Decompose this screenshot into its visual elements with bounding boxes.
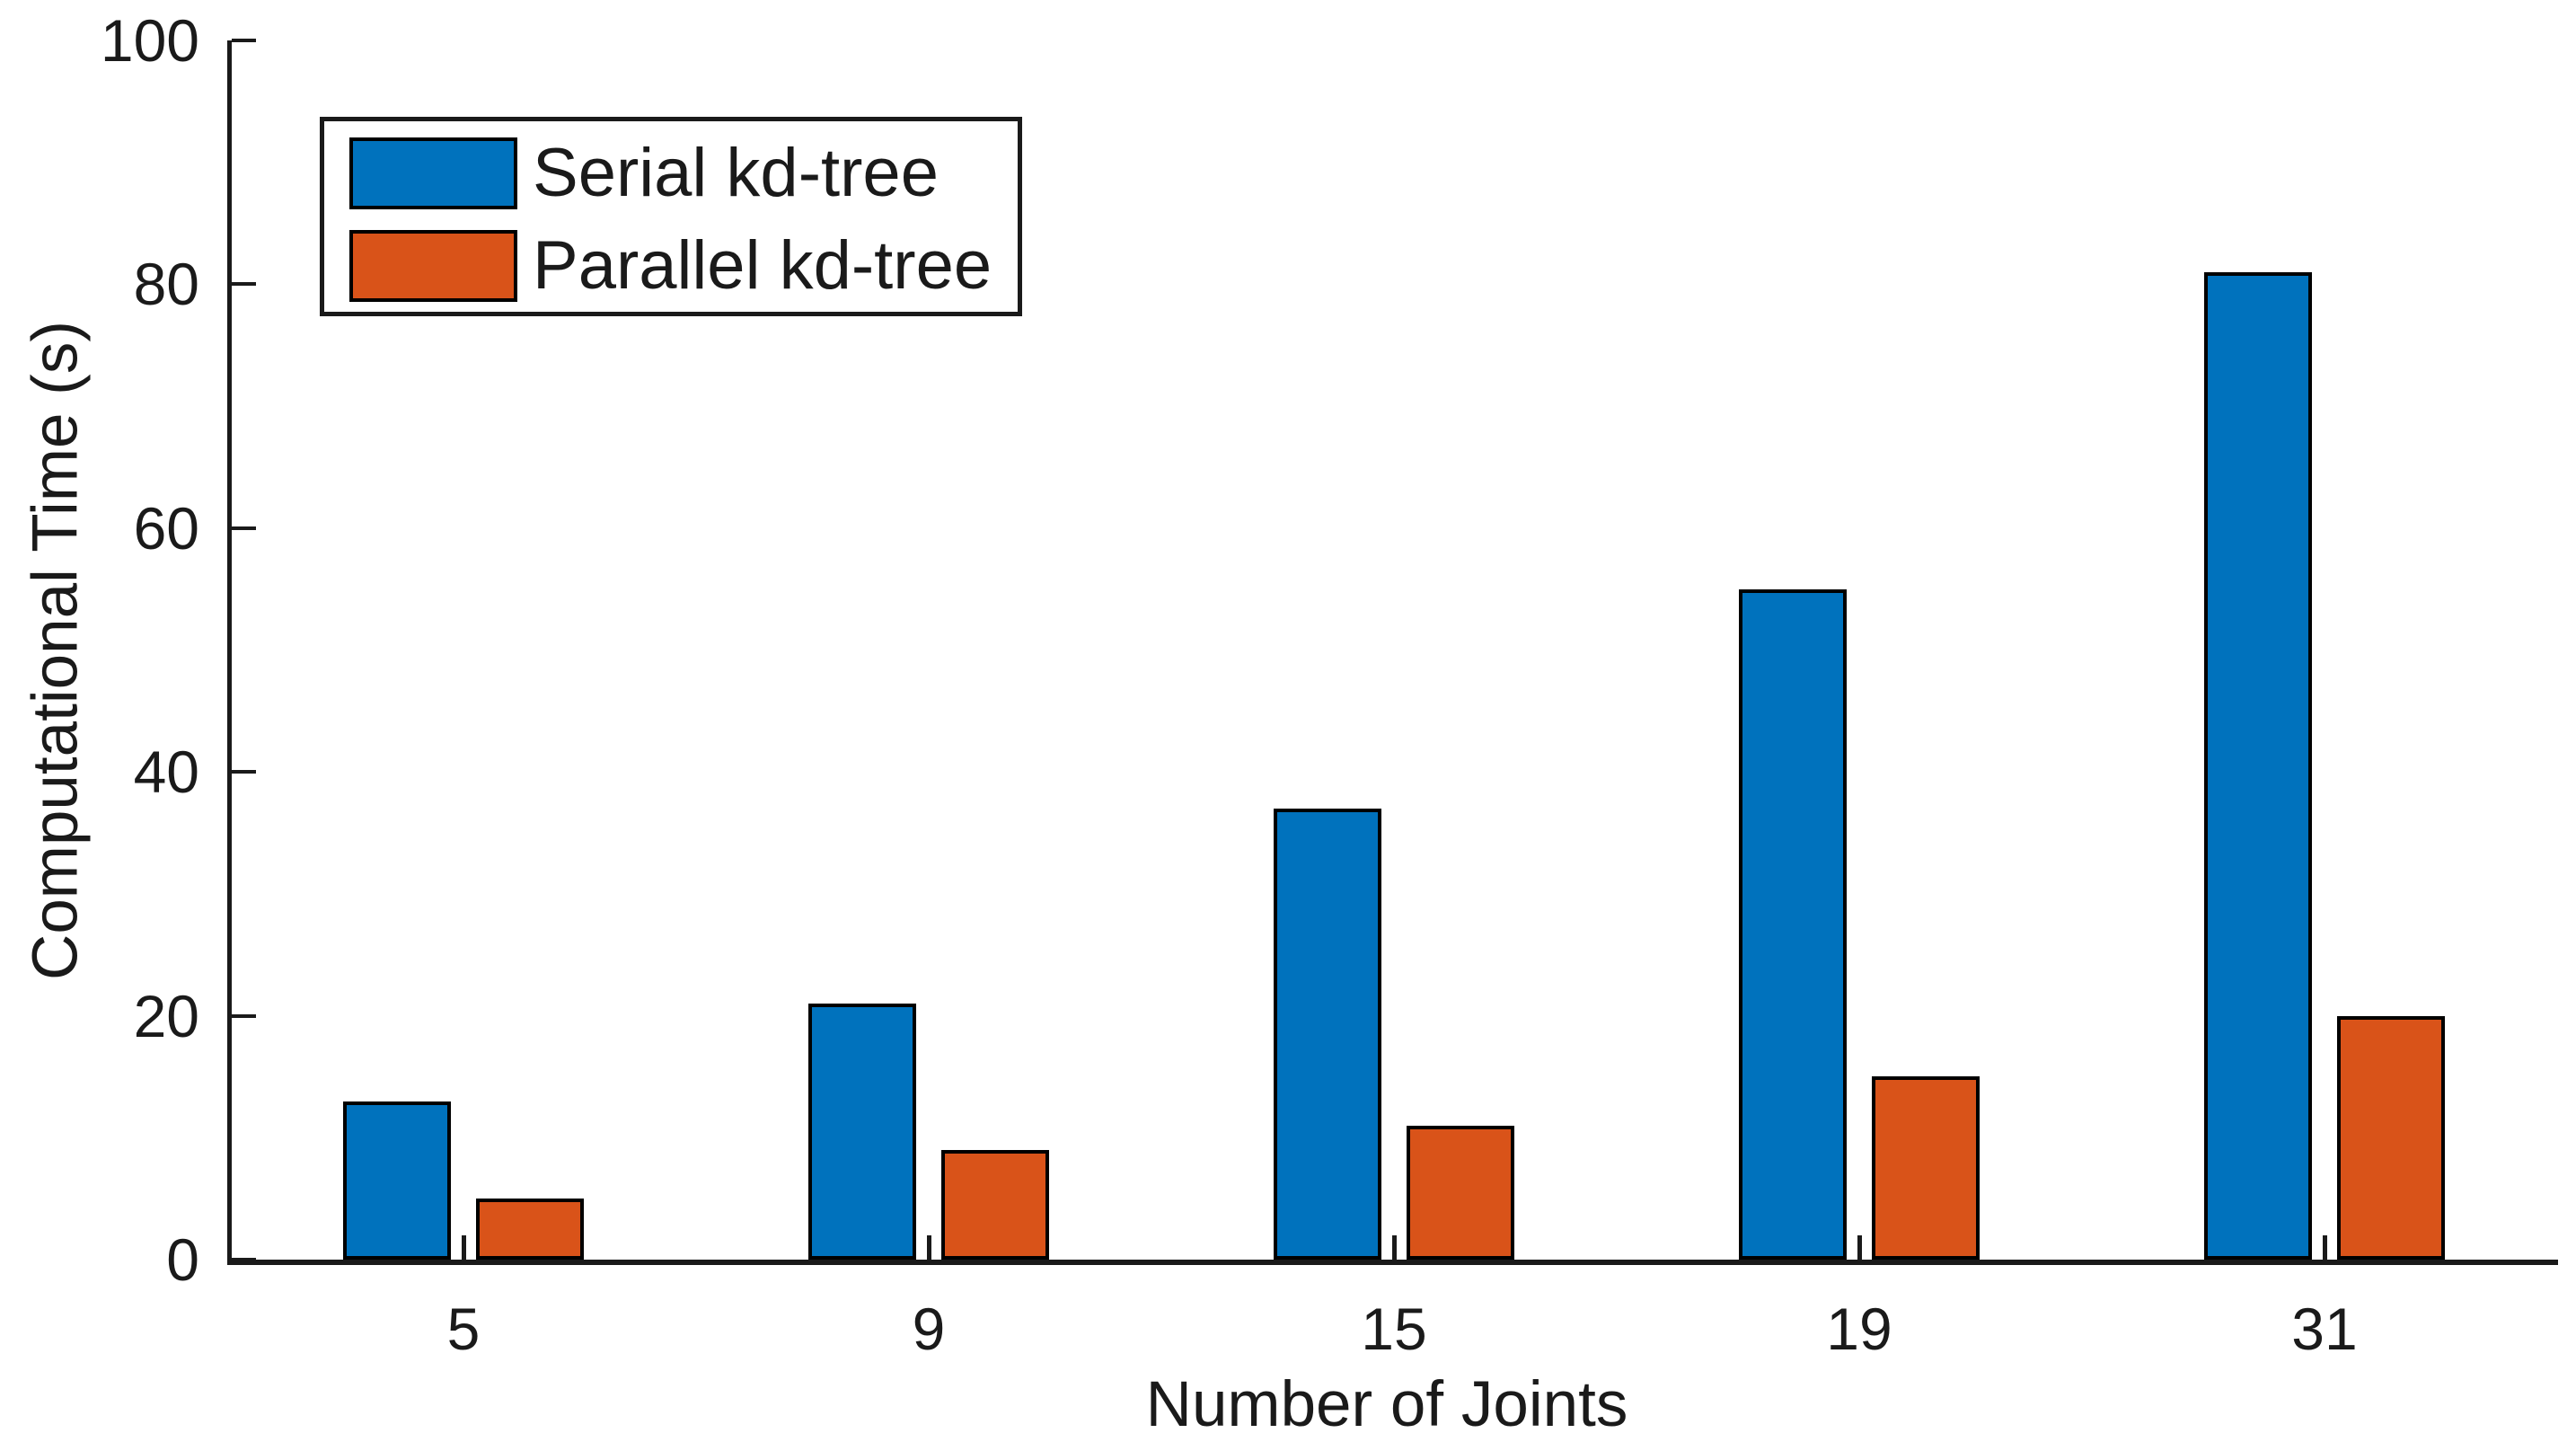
legend-label-parallel-kd-tree: Parallel kd-tree [533,227,992,304]
x-tick-5 [462,1235,466,1260]
x-tick-label-5: 5 [446,1296,481,1362]
y-axis-label: Computational Time (s) [20,321,92,980]
x-tick-9 [927,1235,931,1260]
x-tick-label-9: 9 [912,1296,946,1362]
y-tick-100 [232,39,256,42]
bar-parallel-kd-tree-15 [1407,1125,1514,1260]
bar-serial-kd-tree-5 [343,1101,451,1260]
x-tick-label-31: 31 [2291,1296,2358,1362]
legend-label-serial-kd-tree: Serial kd-tree [533,135,939,211]
bar-serial-kd-tree-19 [1739,588,1847,1260]
x-tick-label-19: 19 [1826,1296,1892,1362]
bar-serial-kd-tree-31 [2204,271,2312,1260]
bar-parallel-kd-tree-31 [2337,1015,2445,1260]
x-tick-19 [1857,1235,1862,1260]
y-tick-label-20: 20 [133,982,199,1049]
x-axis-label: Number of Joints [1145,1369,1628,1440]
legend-row-serial-kd-tree: Serial kd-tree [324,137,1018,215]
y-tick-label-0: 0 [166,1226,199,1293]
x-tick-31 [2323,1235,2327,1260]
plot-area [227,39,2558,1265]
bar-parallel-kd-tree-19 [1872,1076,1980,1260]
y-tick-label-40: 40 [133,739,199,806]
x-tick-15 [1392,1235,1397,1260]
y-axis-line [227,40,232,1264]
bar-serial-kd-tree-9 [808,1004,916,1260]
legend-row-parallel-kd-tree: Parallel kd-tree [324,230,1018,307]
y-tick-label-100: 100 [100,7,199,74]
x-axis-line [227,1260,2558,1265]
y-tick-label-80: 80 [133,251,199,318]
x-tick-label-15: 15 [1361,1296,1427,1362]
y-tick-label-60: 60 [133,494,199,562]
legend-swatch-serial-kd-tree [349,137,517,209]
legend: Serial kd-tree Parallel kd-tree [320,117,1022,316]
y-tick-80 [232,282,256,287]
legend-swatch-parallel-kd-tree [349,230,517,302]
bar-serial-kd-tree-15 [1274,808,1381,1260]
bar-parallel-kd-tree-5 [476,1199,584,1260]
y-tick-20 [232,1013,256,1018]
y-tick-0 [232,1258,256,1261]
bar-parallel-kd-tree-9 [941,1149,1049,1260]
y-tick-60 [232,526,256,530]
y-tick-40 [232,770,256,774]
